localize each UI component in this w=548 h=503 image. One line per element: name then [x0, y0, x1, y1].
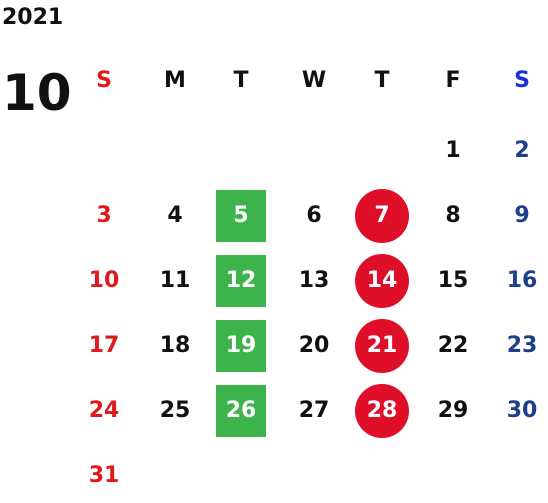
day-cell-5: 5 — [216, 190, 266, 242]
day-cell-21: 21 — [355, 319, 409, 373]
day-cell-13: 13 — [298, 268, 330, 293]
weekday-wednesday: W — [301, 68, 327, 93]
weekday-tuesday: T — [233, 68, 249, 93]
day-cell-19: 19 — [216, 320, 266, 372]
day-cell-6: 6 — [306, 203, 322, 228]
day-cell-7: 7 — [355, 189, 409, 243]
day-cell-18: 18 — [159, 333, 191, 358]
day-cell-4: 4 — [167, 203, 183, 228]
weekday-friday: F — [445, 68, 461, 93]
day-cell-25: 25 — [159, 398, 191, 423]
day-cell-3: 3 — [96, 203, 112, 228]
day-cell-11: 11 — [159, 268, 191, 293]
day-cell-2: 2 — [514, 138, 530, 163]
day-cell-10: 10 — [88, 268, 120, 293]
day-cell-17: 17 — [88, 333, 120, 358]
month-number: 10 — [2, 64, 72, 122]
day-cell-29: 29 — [437, 398, 469, 423]
weekday-saturday: S — [514, 68, 530, 93]
day-cell-9: 9 — [514, 203, 530, 228]
weekday-thursday: T — [374, 68, 390, 93]
day-cell-1: 1 — [445, 138, 461, 163]
day-cell-26: 26 — [216, 385, 266, 437]
day-cell-8: 8 — [445, 203, 461, 228]
day-cell-16: 16 — [506, 268, 538, 293]
day-cell-22: 22 — [437, 333, 469, 358]
day-cell-30: 30 — [506, 398, 538, 423]
day-cell-20: 20 — [298, 333, 330, 358]
day-cell-15: 15 — [437, 268, 469, 293]
year-label: 2021 — [2, 5, 64, 30]
day-cell-27: 27 — [298, 398, 330, 423]
day-cell-24: 24 — [88, 398, 120, 423]
weekday-sunday: S — [96, 68, 112, 93]
day-cell-23: 23 — [506, 333, 538, 358]
day-cell-12: 12 — [216, 255, 266, 307]
day-cell-28: 28 — [355, 384, 409, 438]
weekday-monday: M — [164, 68, 186, 93]
day-cell-31: 31 — [88, 463, 120, 488]
day-cell-14: 14 — [355, 254, 409, 308]
